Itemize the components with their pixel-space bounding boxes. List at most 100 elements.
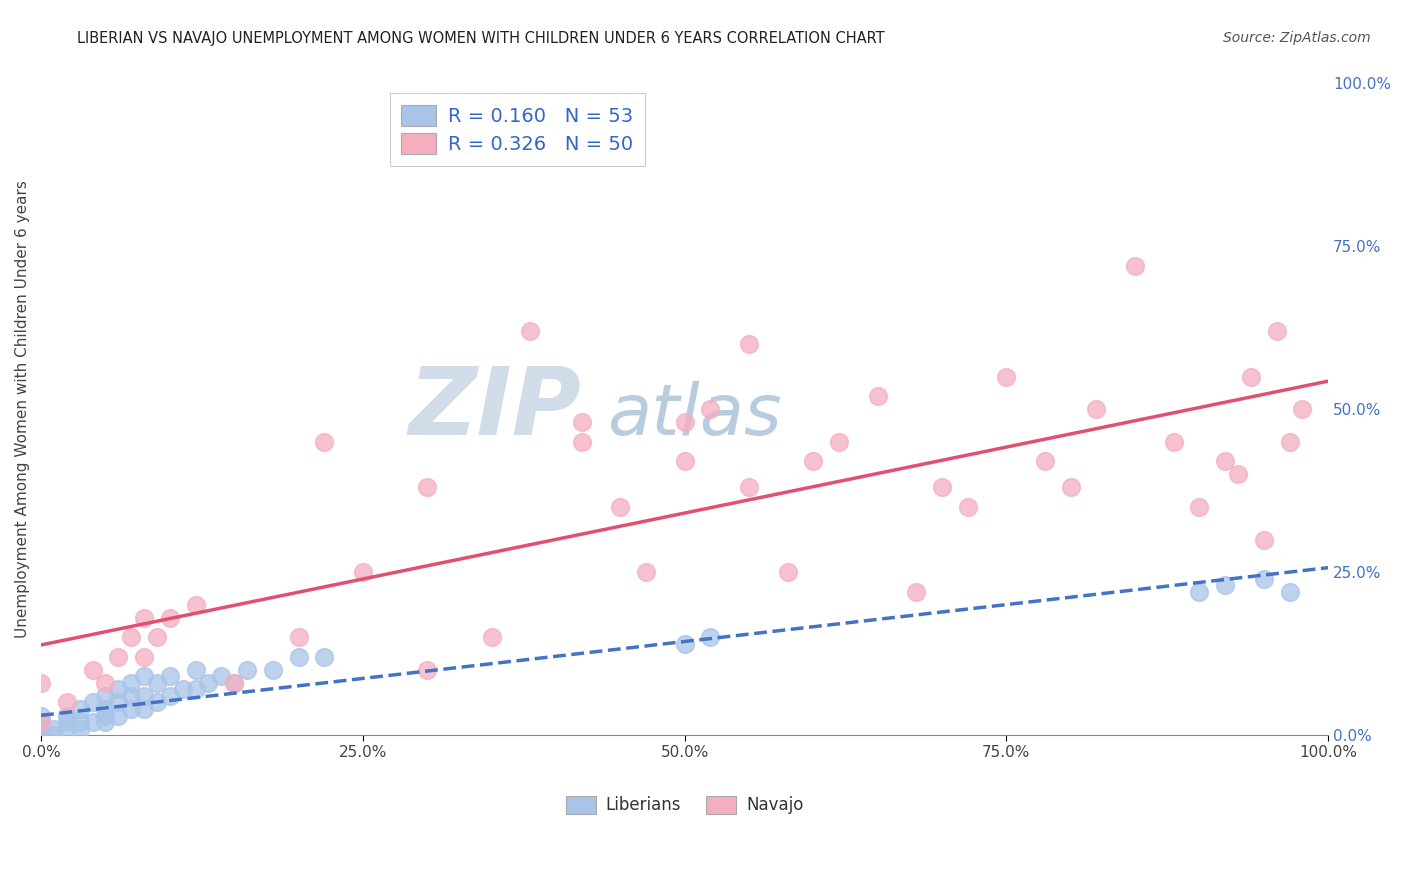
Point (94, 689, 117, 703)
Point (159, 689, 181, 703)
Point (905, 584, 928, 599)
Point (30, 728, 52, 742)
Point (1085, 402, 1108, 417)
Point (209, 669, 232, 683)
Point (30, 728, 52, 742)
Point (30, 728, 52, 742)
Point (56, 696, 79, 710)
Point (1240, 369, 1263, 384)
Legend: Liberians, Navajo: Liberians, Navajo (560, 789, 810, 821)
Point (42, 722, 65, 736)
Point (995, 369, 1018, 384)
Point (94, 676, 117, 690)
Point (314, 434, 336, 449)
Point (69, 702, 91, 716)
Point (1291, 402, 1313, 417)
Point (132, 649, 155, 664)
Point (314, 649, 336, 664)
Point (738, 480, 761, 494)
Text: ZIP: ZIP (409, 363, 582, 455)
Point (1278, 584, 1301, 599)
Point (107, 682, 129, 697)
Point (107, 708, 129, 723)
Point (132, 669, 155, 683)
Point (1253, 533, 1275, 547)
Point (120, 702, 142, 716)
Point (132, 611, 155, 625)
Point (30, 722, 52, 736)
Point (69, 714, 91, 729)
Point (1265, 324, 1288, 338)
Point (352, 565, 374, 579)
Point (146, 696, 169, 710)
Point (197, 676, 219, 690)
Point (828, 434, 851, 449)
Point (94, 702, 117, 716)
Point (481, 630, 503, 644)
Point (1253, 572, 1275, 586)
Point (30, 728, 52, 742)
Point (94, 714, 117, 729)
Point (30, 676, 52, 690)
Point (673, 454, 696, 468)
Point (673, 637, 696, 651)
Text: Source: ZipAtlas.com: Source: ZipAtlas.com (1223, 31, 1371, 45)
Point (1188, 584, 1211, 599)
Point (82, 663, 104, 677)
Text: atlas: atlas (607, 381, 782, 450)
Point (69, 722, 91, 736)
Point (416, 480, 439, 494)
Point (146, 676, 169, 690)
Point (956, 500, 979, 514)
Point (56, 714, 79, 729)
Point (571, 415, 593, 429)
Point (56, 708, 79, 723)
Point (224, 676, 246, 690)
Point (236, 663, 259, 677)
Point (184, 682, 207, 697)
Point (82, 696, 104, 710)
Point (30, 714, 52, 729)
Text: LIBERIAN VS NAVAJO UNEMPLOYMENT AMONG WOMEN WITH CHILDREN UNDER 6 YEARS CORRELAT: LIBERIAN VS NAVAJO UNEMPLOYMENT AMONG WO… (77, 31, 884, 46)
Point (1213, 578, 1236, 592)
Point (1033, 454, 1056, 468)
Point (56, 722, 79, 736)
Point (287, 630, 309, 644)
Point (416, 663, 439, 677)
Point (30, 708, 52, 723)
Point (673, 415, 696, 429)
Point (184, 663, 207, 677)
Point (184, 598, 207, 612)
Point (609, 500, 631, 514)
Point (120, 689, 142, 703)
Point (42, 728, 65, 742)
Point (1213, 454, 1236, 468)
Point (132, 702, 155, 716)
Point (1060, 480, 1083, 494)
Point (132, 689, 155, 703)
Point (120, 676, 142, 690)
Point (82, 714, 104, 729)
Point (1163, 434, 1185, 449)
Point (738, 337, 761, 351)
Point (159, 669, 181, 683)
Point (1227, 467, 1250, 482)
Point (519, 324, 541, 338)
Point (120, 630, 142, 644)
Point (262, 663, 284, 677)
Point (146, 630, 169, 644)
Point (699, 630, 721, 644)
Point (224, 676, 246, 690)
Point (634, 565, 657, 579)
Point (172, 682, 194, 697)
Point (571, 434, 593, 449)
Point (931, 480, 953, 494)
Point (94, 708, 117, 723)
Point (776, 565, 799, 579)
Point (1278, 434, 1301, 449)
Point (1188, 500, 1211, 514)
Point (107, 696, 129, 710)
Point (699, 402, 721, 417)
Point (30, 728, 52, 742)
Y-axis label: Unemployment Among Women with Children Under 6 years: Unemployment Among Women with Children U… (15, 180, 30, 638)
